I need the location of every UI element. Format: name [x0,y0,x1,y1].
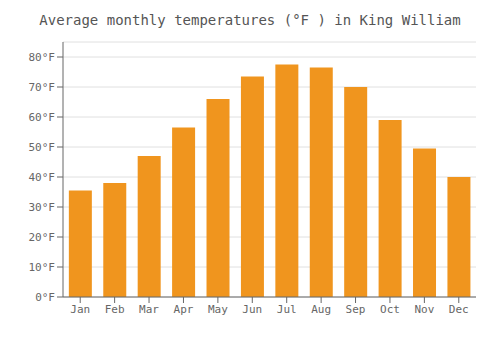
svg-text:Mar: Mar [139,303,159,316]
svg-text:30°F: 30°F [29,201,56,214]
svg-text:Sep: Sep [346,303,366,316]
svg-text:Nov: Nov [414,303,434,316]
svg-text:10°F: 10°F [29,261,56,274]
svg-text:70°F: 70°F [29,81,56,94]
svg-text:Dec: Dec [449,303,469,316]
svg-text:80°F: 80°F [29,51,56,64]
svg-text:40°F: 40°F [29,171,56,184]
svg-text:Jul: Jul [277,303,297,316]
svg-text:Oct: Oct [380,303,400,316]
svg-text:Jun: Jun [242,303,262,316]
svg-text:May: May [208,303,228,316]
svg-text:Apr: Apr [174,303,194,316]
svg-text:Jan: Jan [70,303,90,316]
svg-text:60°F: 60°F [29,111,56,124]
svg-text:Aug: Aug [311,303,331,316]
svg-text:Feb: Feb [105,303,125,316]
svg-text:20°F: 20°F [29,231,56,244]
svg-text:0°F: 0°F [35,291,55,304]
svg-text:50°F: 50°F [29,141,56,154]
html-text:Average monthly temperatures (: Average monthly temperatures (°F ) in Ki… [39,12,461,28]
